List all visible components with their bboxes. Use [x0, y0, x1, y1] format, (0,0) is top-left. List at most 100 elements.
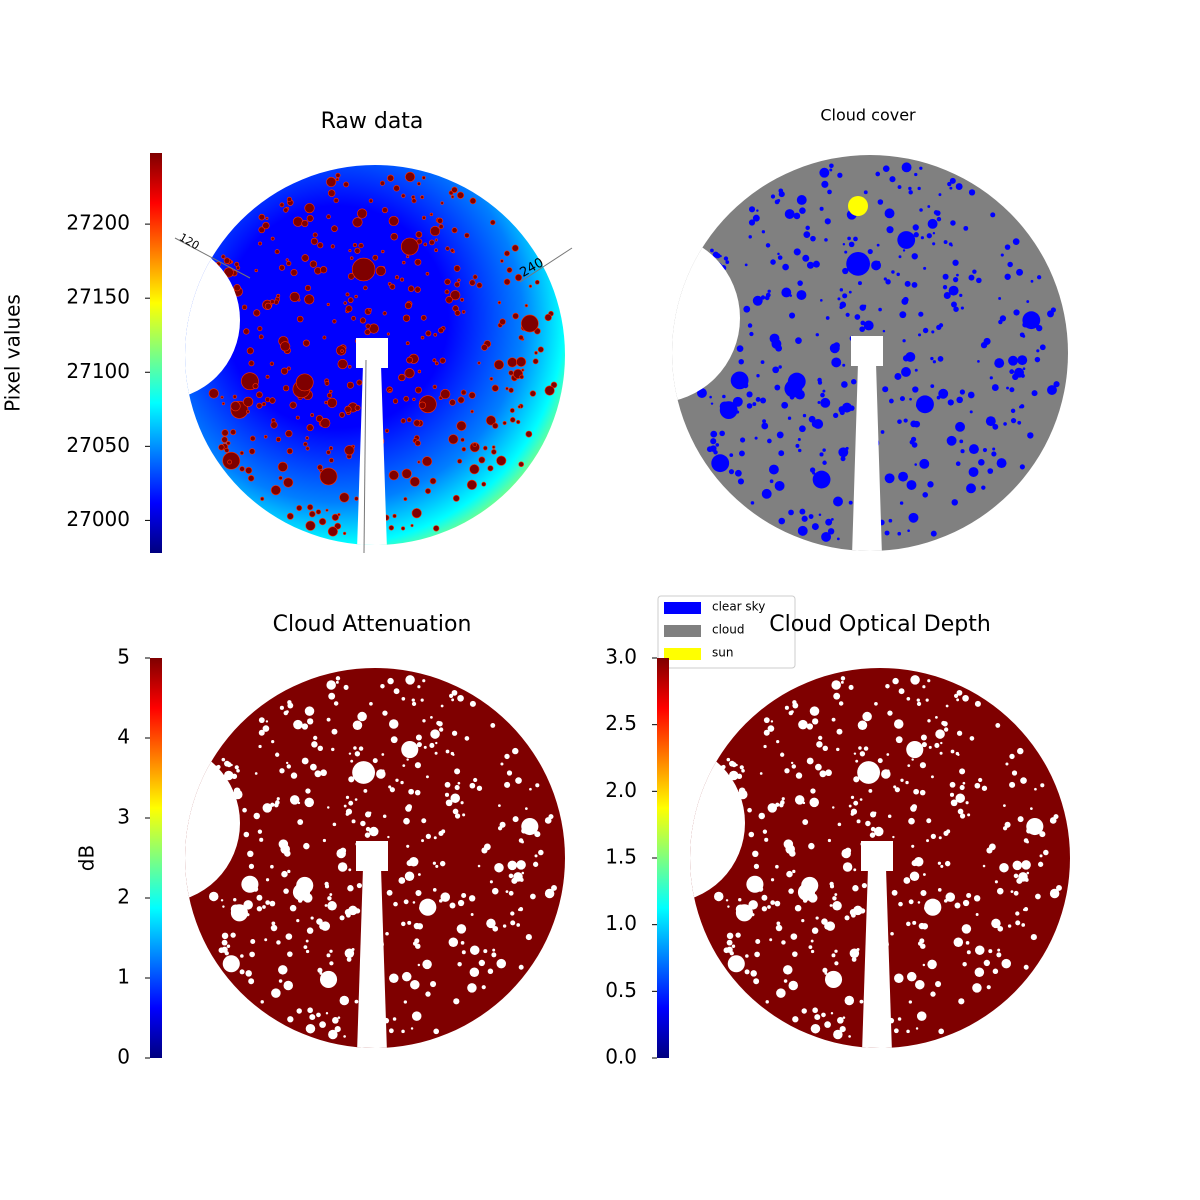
image-blob — [348, 365, 352, 369]
image-blob — [411, 698, 415, 702]
image-blob — [794, 904, 802, 912]
colorbar-tick-label: 0 — [117, 1045, 130, 1069]
image-blob — [711, 454, 730, 473]
image-blob — [734, 469, 742, 477]
image-blob — [812, 1007, 818, 1014]
colorbar-tick-label: 3 — [117, 805, 130, 829]
image-blob — [954, 693, 959, 698]
image-blob — [978, 459, 985, 466]
image-blob — [859, 326, 866, 333]
image-blob — [892, 835, 895, 839]
image-blob — [504, 753, 510, 760]
image-blob — [401, 1029, 405, 1034]
image-blob — [524, 304, 528, 308]
image-blob — [258, 226, 266, 234]
image-blob — [534, 279, 540, 285]
image-blob — [831, 717, 836, 722]
image-blob — [736, 345, 744, 352]
image-blob — [812, 260, 820, 268]
image-blob — [942, 721, 948, 727]
image-blob — [792, 951, 798, 957]
image-blob — [808, 415, 816, 423]
image-blob — [326, 176, 337, 188]
image-blob — [301, 757, 309, 765]
image-blob — [876, 243, 880, 247]
image-blob — [813, 419, 824, 429]
image-blob — [404, 368, 415, 379]
image-blob — [913, 788, 919, 795]
image-blob — [767, 905, 771, 909]
image-blob — [221, 436, 228, 443]
image-blob — [224, 951, 229, 956]
image-blob — [348, 800, 354, 806]
image-blob — [425, 272, 430, 276]
image-blob — [414, 789, 421, 796]
image-blob — [448, 434, 459, 445]
image-blob — [417, 181, 421, 186]
image-blob — [908, 817, 915, 825]
image-blob — [982, 864, 986, 868]
image-blob — [825, 769, 832, 777]
image-blob — [820, 299, 823, 302]
image-blob — [969, 410, 973, 414]
image-blob — [304, 797, 314, 808]
image-blob — [899, 311, 907, 319]
image-blob — [326, 302, 330, 306]
image-blob — [1056, 884, 1062, 891]
image-blob — [726, 939, 733, 946]
image-blob — [502, 924, 507, 928]
image-blob — [519, 877, 524, 882]
image-blob — [765, 243, 771, 248]
image-blob — [758, 812, 766, 820]
image-blob — [949, 792, 955, 797]
image-blob — [753, 978, 760, 985]
image-blob — [271, 921, 276, 926]
image-blob — [949, 186, 953, 190]
image-blob — [296, 876, 314, 894]
image-blob — [400, 780, 404, 785]
image-blob — [812, 718, 819, 725]
image-blob — [959, 389, 966, 395]
image-blob — [982, 447, 988, 453]
image-blob — [544, 313, 552, 322]
image-blob — [954, 902, 961, 909]
image-blob — [345, 292, 350, 297]
image-blob — [400, 418, 406, 424]
image-blob — [494, 862, 504, 873]
image-blob — [981, 785, 988, 791]
image-blob — [280, 341, 291, 352]
image-blob — [340, 349, 344, 353]
image-blob — [445, 246, 450, 251]
image-blob — [919, 458, 930, 469]
image-blob — [817, 380, 823, 385]
image-blob — [894, 787, 900, 793]
image-blob — [285, 933, 293, 940]
image-blob — [966, 892, 972, 898]
image-blob — [342, 531, 347, 536]
image-blob — [381, 753, 385, 756]
image-blob — [847, 236, 851, 241]
image-blob — [335, 172, 341, 178]
image-blob — [930, 356, 934, 361]
image-blob — [305, 520, 316, 531]
image-blob — [780, 752, 785, 757]
image-blob — [432, 861, 437, 865]
image-blob — [490, 219, 496, 226]
image-blob — [407, 920, 412, 925]
image-blob — [324, 884, 330, 889]
image-blob — [525, 807, 528, 810]
image-blob — [491, 449, 497, 455]
image-blob — [534, 854, 538, 858]
image-blob — [767, 289, 771, 293]
image-blob — [795, 337, 802, 344]
image-blob — [363, 285, 368, 291]
image-blob — [788, 509, 794, 516]
image-blob — [254, 268, 258, 273]
image-blob — [909, 397, 912, 401]
image-blob — [755, 397, 761, 402]
image-blob — [728, 770, 739, 781]
image-blob — [278, 475, 283, 481]
image-blob — [938, 1028, 945, 1035]
image-blob — [319, 266, 328, 274]
image-blob — [885, 279, 891, 285]
